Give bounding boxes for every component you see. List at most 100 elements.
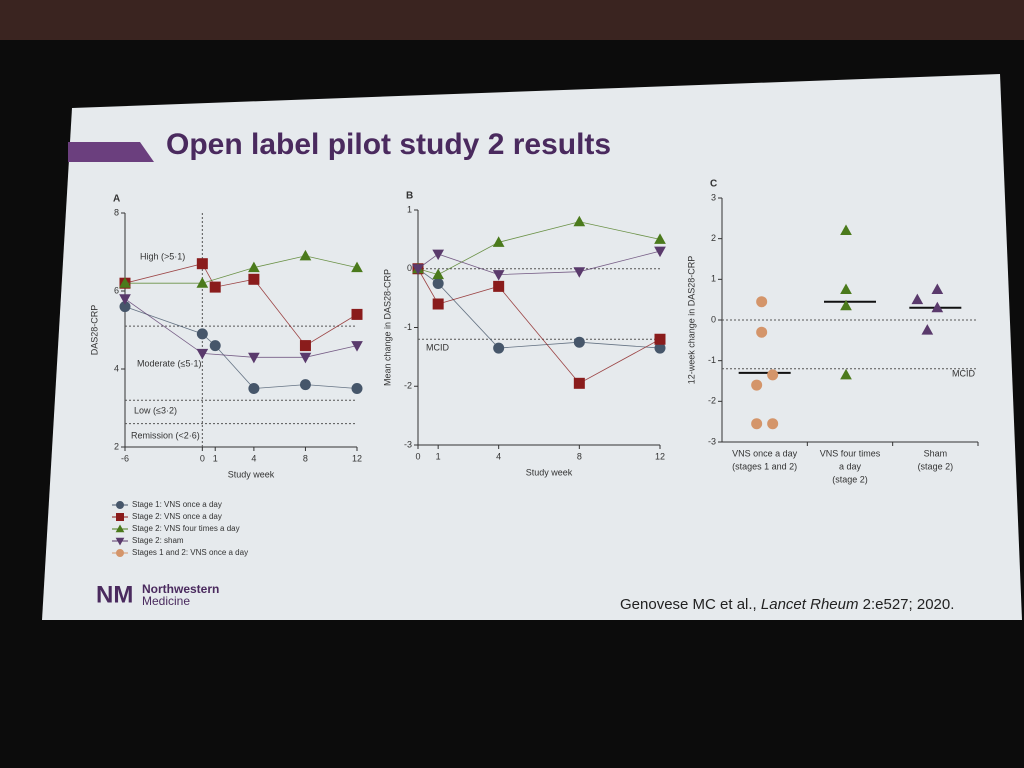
marker [351,261,363,273]
marker [751,379,763,391]
series-line [124,263,358,347]
marker [119,294,131,305]
annotation: MCID [952,368,975,378]
marker [840,283,852,294]
marker [209,340,221,352]
slide-title: Open label pilot study 2 results [166,128,611,161]
x-tick-label: -6 [121,453,129,463]
legend-marker [116,513,124,521]
y-axis-label: 12-week change in DAS28-CRP [686,256,696,385]
x-tick-label: (stage 2) [918,461,954,471]
y-axis-label: Mean change in DAS28-CRP [382,269,392,386]
y-tick-label: 4 [114,363,119,373]
marker [412,264,424,275]
y-tick-label: -3 [708,436,716,446]
x-tick-label: 12 [655,451,665,461]
marker [931,301,944,313]
marker [432,298,444,310]
annotation: Low (≤3·2) [134,405,177,415]
x-tick-label: 4 [496,451,501,461]
marker [492,270,505,281]
marker [351,308,363,320]
legend-label: Stage 2: VNS four times a day [132,524,240,533]
legend-label: Stage 2: VNS once a day [132,512,222,521]
title-bar [68,142,154,162]
x-tick-label: Sham [924,448,948,458]
panel-label: B [406,191,413,202]
citation-journal: Lancet Rheum [760,596,859,613]
x-axis-label: Study week [228,469,275,479]
x-tick-label: (stages 1 and 2) [732,461,797,471]
x-tick-label: 0 [415,451,420,461]
logo-name: Northwestern [142,582,219,596]
marker [756,326,768,338]
y-tick-label: 0 [711,314,716,324]
marker [654,246,666,258]
marker [119,277,131,288]
legend-marker [116,501,124,509]
marker [573,267,586,278]
marker [209,281,221,293]
marker [573,215,586,227]
y-tick-label: -1 [708,355,716,365]
citation-authors: Genovese MC et al., [620,596,757,613]
marker [911,293,924,305]
panel-label: A [113,194,120,205]
y-tick-label: -1 [404,322,412,332]
marker [351,341,363,352]
marker [248,273,260,285]
marker [299,379,311,391]
annotation: MCID [426,342,449,352]
series-line [124,306,358,389]
marker [840,299,852,311]
marker [756,296,768,308]
x-tick-label: 8 [303,453,308,463]
slide [42,74,1022,620]
y-axis-label: DAS28-CRP [89,305,99,356]
marker [492,236,505,247]
marker [493,342,505,354]
marker [196,258,208,270]
y-tick-label: 0 [407,263,412,273]
marker [196,277,209,288]
y-tick-label: 3 [711,192,716,202]
panel-label: C [710,179,717,190]
y-tick-label: 8 [114,207,119,217]
x-tick-label: VNS four times [820,448,881,458]
x-tick-label: 4 [251,453,256,463]
legend-label: Stages 1 and 2: VNS once a day [132,548,248,557]
marker [351,383,363,394]
x-tick-label: 0 [200,453,205,463]
legend-label: Stage 2: sham [132,536,184,545]
marker [299,249,312,261]
marker [767,369,779,381]
marker [840,224,852,236]
citation-details: 2:e527; 2020. [862,596,955,613]
legend-marker [115,524,125,533]
x-tick-label: a day [839,461,862,471]
marker [432,277,444,289]
y-tick-label: 2 [711,233,716,243]
annotation: Remission (<2·6) [131,430,200,440]
legend-marker [116,549,124,557]
marker [432,249,445,261]
annotation: Moderate (≤5·1) [137,358,201,368]
marker [654,233,666,244]
y-tick-label: 1 [711,274,716,284]
marker [573,377,585,389]
annotation: High (>5·1) [140,251,185,261]
marker [299,352,312,364]
x-axis-label: Study week [526,467,573,477]
marker [248,352,260,364]
y-tick-label: 2 [114,441,119,451]
marker [573,336,585,348]
marker [493,280,505,292]
room-wall [0,0,1024,40]
marker [767,418,779,430]
y-tick-label: -2 [708,396,716,406]
legend-marker [115,537,125,546]
marker [248,261,260,273]
citation: Genovese MC et al., Lancet Rheum 2:e527;… [620,596,954,613]
